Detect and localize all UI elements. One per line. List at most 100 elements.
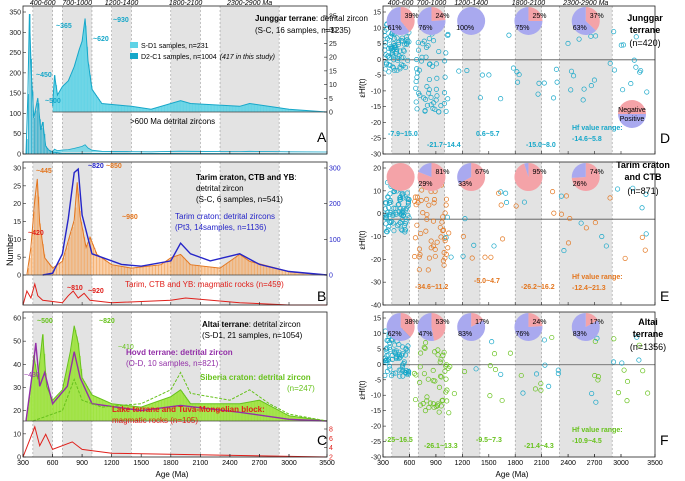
bar-junggar [32,91,34,154]
pie-positive [417,7,446,36]
bar-junggar [38,103,40,154]
scatter-point [426,36,432,42]
bar-tarim [67,242,69,275]
pie-negative [585,313,599,327]
y-tick-label: 10 [373,188,381,195]
scatter-point [487,393,493,399]
scatter-point [611,67,618,73]
scatter-point [389,45,395,51]
bar-tarim [184,258,186,275]
pie-positive-label: 26% [573,181,587,188]
bar-tarim [123,266,126,275]
legend-siberia-sub: (n=247) [287,384,315,393]
y-tick-label: 250 [9,50,21,57]
scatter-point [416,246,423,252]
range-d-3: 0.6~5.7 [476,131,500,138]
age-band [220,6,280,154]
bar-tarim [126,267,129,275]
legend-d2-c1: D2-C1 samples, n=1004 (417 in this study) [141,54,275,61]
scatter-point [383,61,390,67]
bar-junggar [48,150,50,154]
bar-tarim [300,272,302,275]
panel-letter-e: E [660,288,669,304]
right-frame [382,5,656,155]
scatter-point [386,224,392,230]
scatter-point [420,401,426,407]
scatter-point [441,90,448,96]
scatter-point [444,398,450,404]
scatter-point [427,400,433,406]
panel-f-title-1: Altai [638,317,658,327]
bar-tarim [259,263,262,275]
scatter-point [388,219,395,225]
scatter-point [399,227,405,233]
bar-tarim [206,266,208,275]
y-tick-label: 0 [17,455,21,462]
bar-tarim [89,237,92,275]
bar-tarim [76,188,78,275]
scatter-point [592,220,598,226]
bar-tarim [261,264,263,275]
bar-tarim [243,257,245,275]
bar-junggar [27,94,30,154]
scatter-point [498,371,504,377]
bar-junggar [53,152,55,154]
scatter-point [618,42,624,48]
scatter-point [446,410,452,416]
y-tick-label: 10 [329,82,337,89]
left-frame [22,5,328,155]
scatter-point [443,202,449,208]
scatter-point [503,190,509,196]
scatter-point [395,57,401,63]
bar-tarim [159,264,161,275]
pie-positive-label: 47% [418,331,432,338]
scatter-point [391,67,397,73]
x-tick-label: 3000 [281,460,297,467]
y-tick-label: 5 [377,346,381,353]
panel-letter-b: B [317,288,326,304]
curve-lake-magmatic [22,425,328,458]
curve-junggar-zoom [52,18,328,113]
y-tick-label: 4 [329,445,333,452]
scatter-point [391,228,397,234]
bar-tarim [203,266,205,275]
curve-junggar-old [52,144,328,153]
scatter-point [382,47,388,53]
scatter-point [555,367,561,373]
pie-negative-label: 17% [590,319,604,326]
pie-negative-label: 53% [435,319,449,326]
bar-tarim [295,272,297,275]
scatter-point [417,364,423,370]
x-tick-label: 3500 [647,460,663,467]
scatter-point [384,213,390,219]
curve-tarim-craton [42,167,328,276]
left-x-label: Age (Ma) [156,470,189,479]
y-tick-label: -10 [371,88,381,95]
bar-tarim [279,268,281,275]
scatter-point [385,358,391,364]
bar-tarim [95,251,97,275]
bar-junggar [35,110,37,154]
axis-ticks: 300 600 900 1200 1500 1800 2100 2400 2700 3000 350… [9,10,663,468]
scatter-point [643,191,649,197]
scatter-point [417,251,423,258]
bar-tarim [85,244,87,275]
bar-tarim [301,272,303,275]
scatter-point [382,66,388,72]
scatter-point [588,33,594,39]
scatter-point [421,371,427,377]
scatter-point [401,361,407,367]
x-tick-label: 1200 [455,460,471,467]
scatter-point [414,106,420,112]
bar-tarim [106,260,108,275]
y-tick-label: 15 [373,316,381,323]
bar-tarim [58,263,61,275]
scatter-point [438,356,444,363]
scatter-point [492,367,499,373]
pie-positive [571,163,586,178]
y-tick-label: 60 [13,316,21,323]
pie-positive-label: 83% [458,331,472,338]
panel-a-title: Junggar terrane: detrital zircon [255,14,368,23]
bar-junggar [58,152,61,154]
scatter-point [402,221,408,227]
